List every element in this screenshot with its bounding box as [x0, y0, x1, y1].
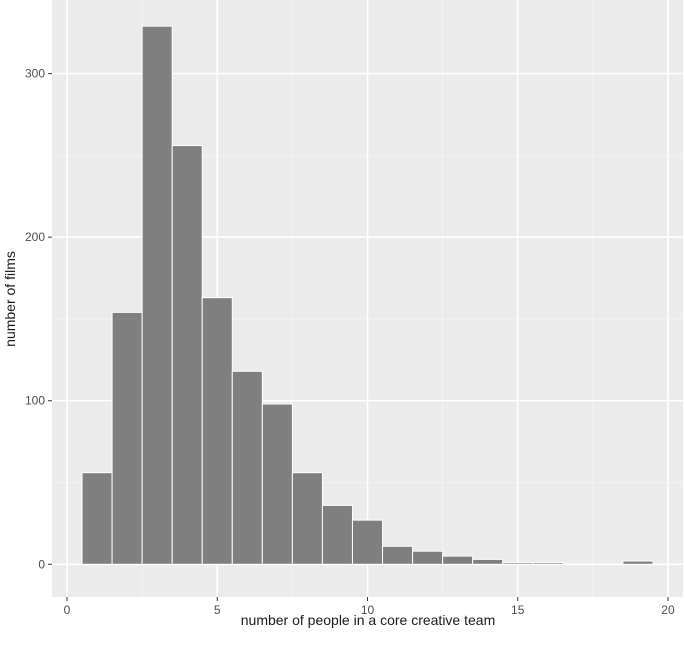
histogram-bar [472, 558, 504, 565]
histogram-bar [382, 545, 414, 565]
x-tick-label: 20 [661, 603, 675, 617]
histogram-bars [81, 25, 654, 565]
y-tick-label: 0 [38, 557, 45, 571]
y-axis-title: number of films [2, 251, 18, 347]
histogram-bar [141, 25, 173, 565]
histogram-bar [412, 550, 444, 565]
x-axis-title: number of people in a core creative team [241, 612, 495, 628]
histogram-bar [201, 297, 233, 565]
y-tick-label: 100 [25, 394, 45, 408]
histogram-bar [81, 472, 113, 565]
histogram-bar [532, 562, 564, 565]
y-axis-ticks: 0 100 200 300 [25, 67, 52, 571]
x-tick-label: 10 [361, 603, 375, 617]
y-tick-label: 300 [25, 67, 45, 81]
histogram-bar [261, 403, 293, 565]
histogram-bar [171, 145, 203, 565]
y-tick-label: 200 [25, 230, 45, 244]
histogram-bar [111, 311, 143, 565]
histogram-bar [291, 472, 323, 565]
histogram-bar [502, 562, 534, 565]
histogram-bar [442, 555, 474, 565]
x-tick-label: 15 [511, 603, 525, 617]
histogram-bar [351, 519, 384, 565]
histogram-bar [231, 370, 263, 565]
x-tick-label: 0 [64, 603, 71, 617]
histogram-bar [321, 504, 353, 565]
histogram-bar [622, 560, 654, 565]
x-axis-ticks: 0 5 10 15 20 [64, 597, 675, 617]
x-tick-label: 5 [214, 603, 221, 617]
